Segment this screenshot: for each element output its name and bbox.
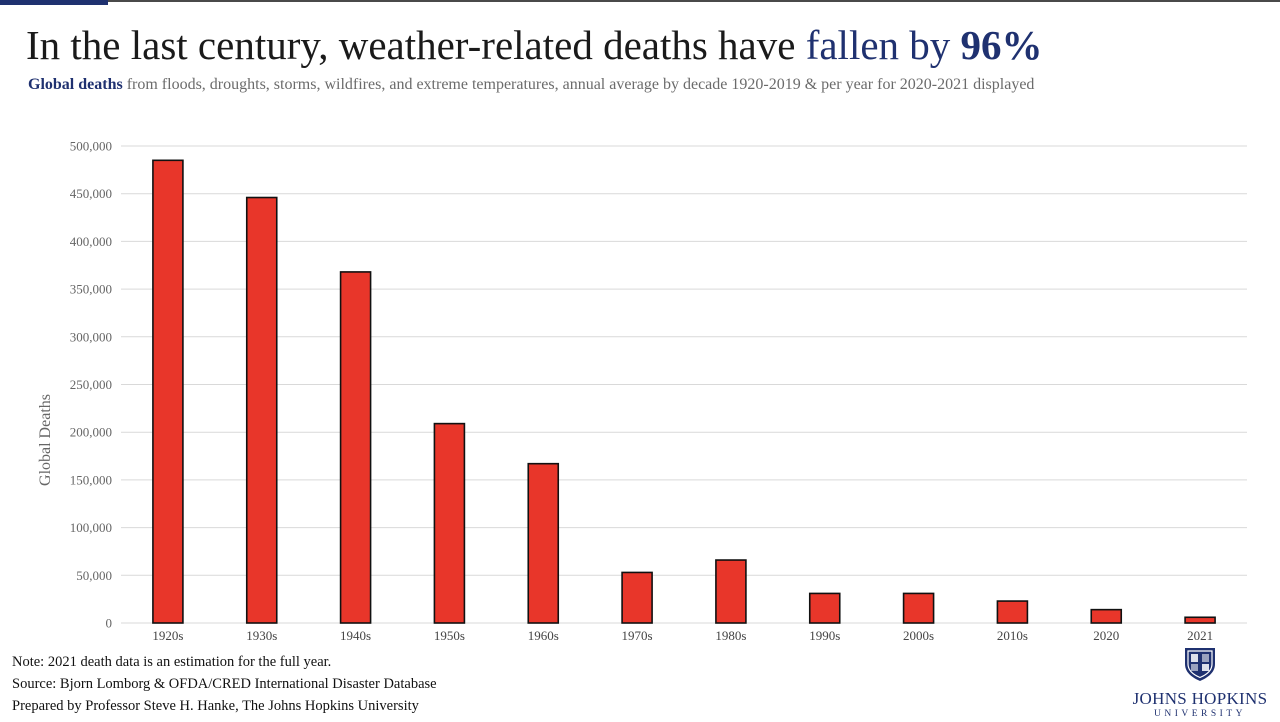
bar-1950s [433, 422, 466, 624]
jhu-logo-university: UNIVERSITY [1154, 709, 1246, 719]
bar-2020 [1090, 608, 1123, 624]
bar-2021 [1184, 616, 1216, 624]
subtitle-bold: Global deaths [28, 76, 123, 93]
bar-1930s [245, 196, 278, 624]
y-tick-label: 400,000 [70, 234, 112, 249]
jhu-logo-name: JOHNS HOPKINS [1132, 689, 1268, 708]
footer-source: Source: Bjorn Lomborg & OFDA/CRED Intern… [12, 676, 437, 692]
y-tick-label: 500,000 [70, 139, 112, 154]
x-tick-label: 2000s [903, 628, 934, 643]
title-main: In the last century, weather-related dea… [26, 22, 806, 68]
bar-1940s [339, 271, 372, 624]
x-tick-label: 1920s [152, 628, 183, 643]
top-border [0, 0, 1280, 2]
bar-2000s [902, 592, 935, 624]
x-tick-label: 2021 [1187, 628, 1213, 643]
page-subtitle: Global deaths from floods, droughts, sto… [28, 76, 1148, 93]
footer-notes: Note: 2021 death data is an estimation f… [12, 651, 437, 717]
grid-layer: 0 50,000 100,000 150,000 200,000 250,000 300,0… [70, 139, 1247, 631]
title-highlight: fallen by 96% [806, 22, 1043, 68]
x-tick-label: 2020 [1093, 628, 1119, 643]
bar-1970s [621, 571, 653, 624]
bar-2010s [996, 600, 1029, 624]
page-title: In the last century, weather-related dea… [26, 18, 1266, 72]
bar-1980s [715, 559, 747, 624]
bar-1990s [808, 592, 841, 624]
x-tick-layer: 1920s 1930s 1940s 1950s 1960s 1970s 1980s 1990s… [152, 628, 1213, 643]
bar-1960s [527, 462, 560, 624]
bar-1920s [152, 159, 184, 624]
footer-note: Note: 2021 death data is an estimation f… [12, 654, 332, 670]
x-tick-label: 1930s [246, 628, 277, 643]
bar-layer [152, 159, 1216, 624]
y-axis-label: Global Deaths [37, 394, 54, 486]
x-tick-label: 1970s [622, 628, 653, 643]
y-tick-label: 350,000 [70, 282, 112, 297]
y-tick-label: 200,000 [70, 425, 112, 440]
footer-prepared: Prepared by Professor Steve H. Hanke, Th… [12, 698, 419, 714]
x-tick-label: 1950s [434, 628, 465, 643]
y-tick-label: 450,000 [70, 186, 112, 201]
x-tick-label: 1980s [715, 628, 746, 643]
top-accent-bar [0, 0, 108, 5]
y-tick-label: 0 [106, 616, 113, 631]
y-tick-label: 150,000 [70, 472, 112, 487]
y-tick-label: 300,000 [70, 329, 112, 344]
y-tick-label: 100,000 [70, 520, 112, 535]
bar-chart: 0 50,000 100,000 150,000 200,000 250,000 300,0… [37, 139, 1247, 643]
title-highlight-text: fallen by [805, 22, 961, 68]
jhu-logo: JOHNS HOPKINS UNIVERSITY [1120, 646, 1280, 720]
x-tick-label: 2010s [997, 628, 1028, 643]
university-shield-icon [1185, 648, 1215, 681]
title-highlight-percent: 96% [960, 22, 1043, 68]
subtitle-rest: from floods, droughts, storms, wildfires… [122, 76, 1035, 93]
y-tick-label: 250,000 [70, 377, 112, 392]
x-tick-label: 1940s [340, 628, 371, 643]
y-tick-label: 50,000 [76, 568, 112, 583]
x-tick-label: 1960s [528, 628, 559, 643]
x-tick-label: 1990s [809, 628, 840, 643]
